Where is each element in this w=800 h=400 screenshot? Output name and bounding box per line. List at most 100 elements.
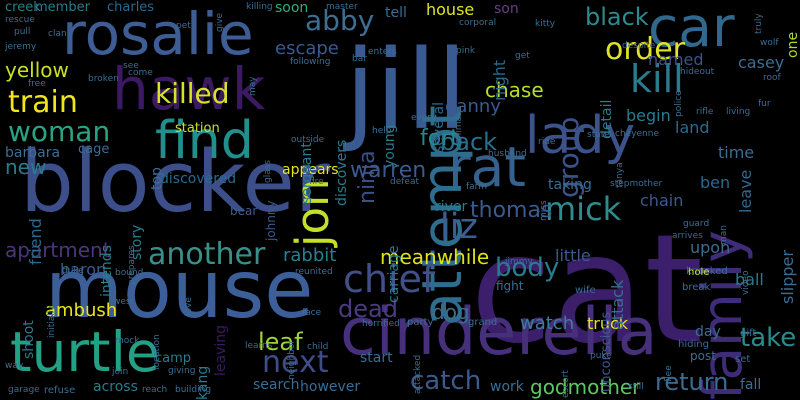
word-initially: initially	[47, 305, 57, 338]
word-turtle: turtle	[10, 320, 160, 384]
word-slipper: slipper	[778, 250, 797, 304]
word-every: every	[411, 113, 437, 123]
word-wolf: wolf	[760, 38, 779, 48]
word-chase: chase	[485, 78, 544, 102]
word-tell: tell	[385, 5, 407, 21]
word-next: next	[262, 345, 329, 380]
word-work: work	[490, 379, 524, 395]
word-animal: animal	[454, 113, 464, 144]
word-chain: chain	[640, 191, 684, 210]
word-meanwhile: meanwhile	[380, 245, 490, 269]
word-dog: dog	[432, 300, 470, 324]
word-fur: fur	[758, 99, 771, 109]
word-hole: hole	[688, 267, 710, 278]
word-reunited: reunited	[295, 267, 333, 277]
word-living: living	[726, 107, 751, 117]
word-station: station	[175, 121, 220, 136]
word-black: black	[585, 3, 649, 31]
word-return: return	[655, 368, 729, 396]
word-mouse: mouse	[45, 243, 314, 336]
word-yellow: yellow	[5, 58, 69, 82]
word-truly: truly	[754, 13, 764, 34]
word-liz: liz	[440, 207, 478, 247]
word-pet: pet	[176, 21, 191, 31]
word-fight: fight	[496, 279, 524, 293]
word-join: join	[112, 367, 129, 377]
word-may: may	[248, 76, 258, 96]
word-post: post	[690, 349, 716, 363]
word-grand: grand	[468, 317, 498, 328]
word-taking: taking	[548, 177, 592, 193]
word-search: search	[253, 377, 300, 393]
word-cinderella: cinderella	[340, 295, 658, 370]
word-arrives: arrives	[672, 231, 703, 241]
word-abby: abby	[305, 4, 375, 37]
word-garage: garage	[8, 385, 40, 395]
word-night: night	[490, 60, 509, 102]
word-car: car	[648, 0, 735, 59]
word-mock: mock	[115, 336, 140, 346]
word-leaf: leaf	[258, 328, 303, 356]
word-truck: truck	[587, 314, 629, 333]
word-free: free	[28, 79, 46, 89]
word-little: little	[555, 246, 591, 265]
word-rosalie: rosalie	[62, 0, 254, 68]
word-horrified: horrified	[362, 319, 400, 329]
word-see: see	[123, 61, 139, 71]
word-train: train	[8, 85, 78, 120]
word-fort: fort	[420, 126, 459, 151]
word-across: across	[93, 379, 138, 395]
word-fire: fire	[309, 177, 324, 187]
word-broken: broken	[88, 74, 119, 84]
word-corporal: corporal	[459, 18, 497, 28]
word-river: river	[435, 199, 468, 215]
word-learns: learns	[245, 341, 273, 351]
word-jill: jill	[345, 26, 468, 154]
word-wife: wife	[575, 285, 596, 296]
word-escort: escort	[561, 370, 571, 398]
word-building: building	[175, 385, 212, 395]
word-come: come	[128, 68, 153, 78]
word-top: top	[149, 167, 165, 190]
word-one: one	[785, 32, 800, 59]
word-watch: watch	[520, 313, 575, 334]
word-carriage: carriage	[386, 245, 402, 303]
word-charles: charles	[107, 0, 155, 15]
word-stepmother: stepmother	[610, 179, 663, 189]
word-several: several	[431, 102, 447, 154]
word-cheyenne: cheyenne	[615, 129, 659, 139]
word-cage: cage	[78, 142, 110, 157]
word-ball: ball	[735, 270, 764, 289]
word-miss: miss	[539, 200, 549, 221]
word-way: way	[5, 361, 24, 371]
word-outside: outside	[291, 135, 325, 145]
word-giving: giving	[168, 366, 196, 376]
word-cat: cat	[470, 203, 704, 377]
word-kill: kill	[630, 57, 684, 101]
word-gift: gift	[740, 328, 757, 339]
word-refuse: refuse	[44, 385, 76, 396]
word-danny: danny	[445, 96, 501, 117]
word-get: get	[515, 51, 530, 61]
word-jeremy: jeremy	[5, 42, 37, 52]
word-intends: intends	[99, 245, 115, 297]
word-man: man	[719, 225, 729, 245]
word-knocked: knocked	[686, 266, 728, 277]
word-day: day	[695, 324, 721, 340]
word-jimmy: jimmy	[505, 257, 533, 267]
word-set: set	[735, 354, 751, 365]
word-start: start	[360, 350, 393, 366]
word-another: another	[148, 237, 266, 272]
word-fall: fall	[740, 377, 762, 393]
word-named: named	[648, 50, 704, 69]
word-appears: appears	[282, 162, 339, 178]
word-husband: husband	[488, 149, 527, 159]
word-rescue: rescue	[5, 15, 35, 25]
word-rabbit: rabbit	[283, 245, 337, 266]
word-barbara: barbara	[5, 145, 61, 161]
word-hiding: hiding	[678, 339, 709, 350]
word-order: order	[605, 32, 685, 67]
word-west: west	[113, 297, 135, 307]
word-sergeant: sergeant	[299, 142, 315, 204]
word-love: love	[184, 297, 194, 316]
